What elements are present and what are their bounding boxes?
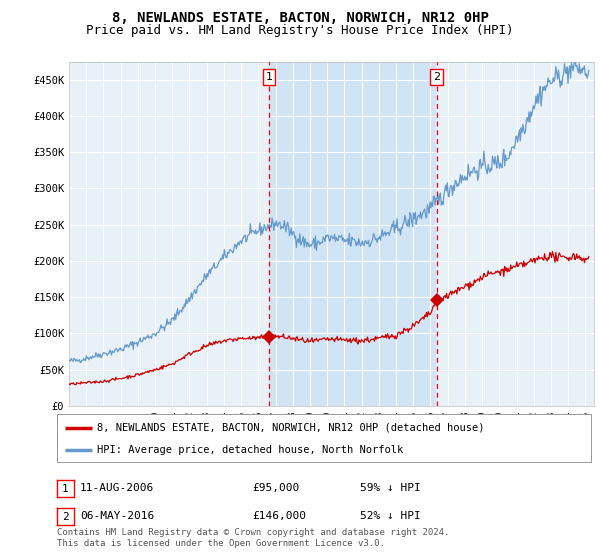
Text: 2: 2 [433, 72, 440, 82]
Text: Contains HM Land Registry data © Crown copyright and database right 2024.
This d: Contains HM Land Registry data © Crown c… [57, 528, 449, 548]
Text: Price paid vs. HM Land Registry's House Price Index (HPI): Price paid vs. HM Land Registry's House … [86, 24, 514, 37]
Text: HPI: Average price, detached house, North Norfolk: HPI: Average price, detached house, Nort… [97, 445, 403, 455]
Bar [269, 62, 436, 406]
Text: £146,000: £146,000 [252, 511, 306, 521]
Text: 06-MAY-2016: 06-MAY-2016 [80, 511, 154, 521]
Text: 1: 1 [265, 72, 272, 82]
Text: 8, NEWLANDS ESTATE, BACTON, NORWICH, NR12 0HP (detached house): 8, NEWLANDS ESTATE, BACTON, NORWICH, NR1… [97, 423, 485, 433]
Text: 11-AUG-2006: 11-AUG-2006 [80, 483, 154, 493]
Text: 59% ↓ HPI: 59% ↓ HPI [360, 483, 421, 493]
Text: 52% ↓ HPI: 52% ↓ HPI [360, 511, 421, 521]
Text: 1: 1 [62, 484, 69, 494]
Text: £95,000: £95,000 [252, 483, 299, 493]
Text: 8, NEWLANDS ESTATE, BACTON, NORWICH, NR12 0HP: 8, NEWLANDS ESTATE, BACTON, NORWICH, NR1… [112, 11, 488, 25]
Text: 2: 2 [62, 512, 69, 522]
